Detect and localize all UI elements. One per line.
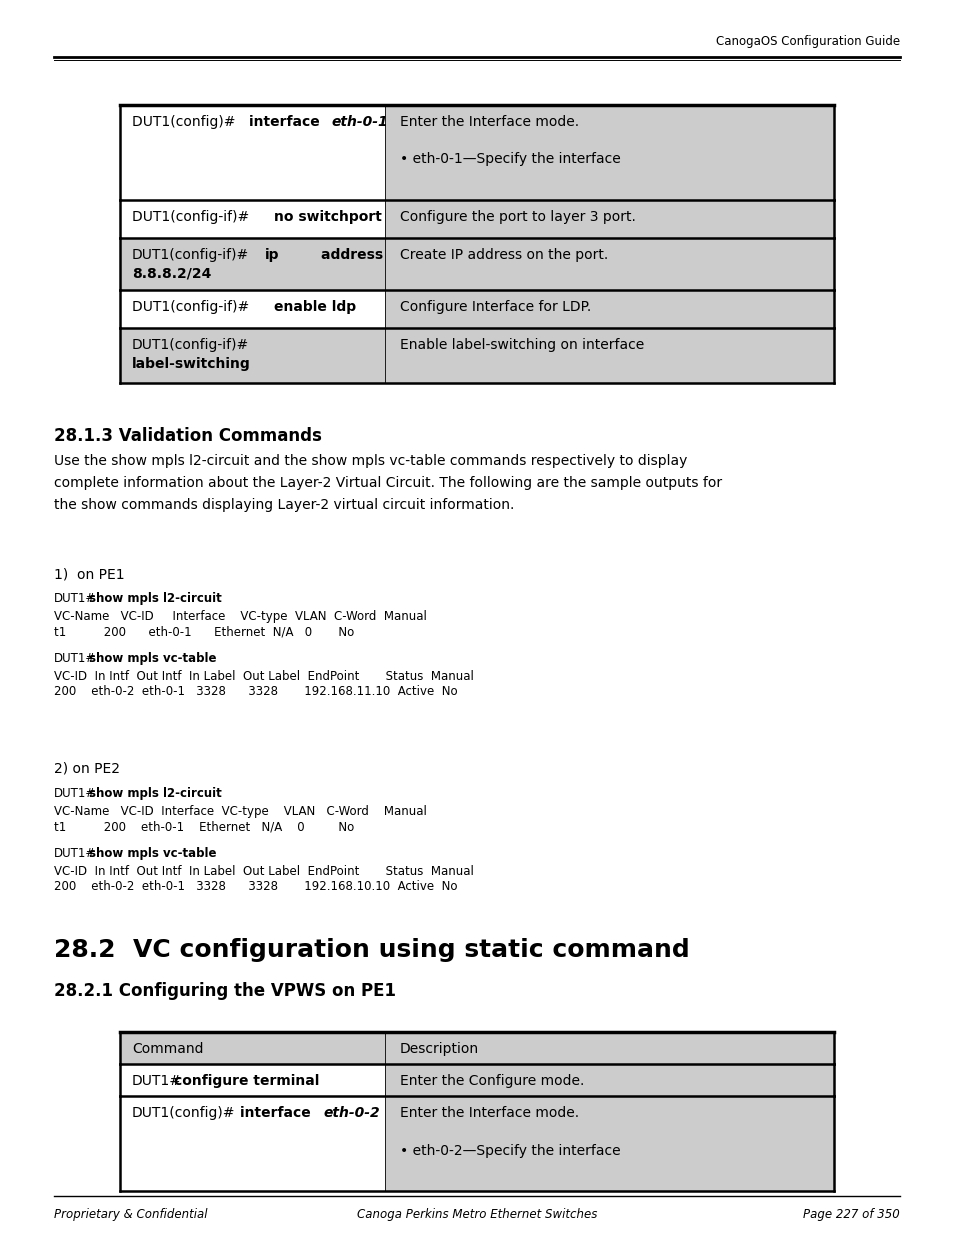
Text: Configure the port to layer 3 port.: Configure the port to layer 3 port. [399,210,636,224]
Text: DUT1#: DUT1# [54,847,96,860]
Text: Command: Command [132,1042,203,1056]
Bar [385,329,833,383]
Text: show mpls l2-circuit: show mpls l2-circuit [90,787,222,800]
Bar [385,200,833,238]
Text: show mpls vc-table: show mpls vc-table [90,847,216,860]
Text: VC-ID  In Intf  Out Intf  In Label  Out Label  EndPoint       Status  Manual: VC-ID In Intf Out Intf In Label Out Labe… [54,864,474,878]
Text: 200    eth-0-2  eth-0-1   3328      3328       192.168.10.10  Active  No: 200 eth-0-2 eth-0-1 3328 3328 192.168.10… [54,881,457,893]
Text: VC-Name   VC-ID     Interface    VC-type  VLAN  C-Word  Manual: VC-Name VC-ID Interface VC-type VLAN C-W… [54,610,426,622]
Text: Use the show mpls l2-circuit and the show mpls vc-table commands respectively to: Use the show mpls l2-circuit and the sho… [54,454,687,468]
Text: DUT1#: DUT1# [132,1074,182,1088]
Bar [385,105,833,200]
Text: complete information about the Layer-2 Virtual Circuit. The following are the sa: complete information about the Layer-2 V… [54,475,721,490]
Text: no switchport: no switchport [274,210,381,224]
Text: • eth-0-2—Specify the interface: • eth-0-2—Specify the interface [399,1144,620,1157]
Text: enable ldp: enable ldp [274,300,355,314]
Bar [385,1065,833,1095]
Bar [385,1095,833,1191]
Text: Canoga Perkins Metro Ethernet Switches: Canoga Perkins Metro Ethernet Switches [356,1208,597,1221]
Bar [120,238,385,290]
Text: show mpls vc-table: show mpls vc-table [90,652,216,664]
Text: DUT1(config)#: DUT1(config)# [132,1107,235,1120]
Text: eth-0-2: eth-0-2 [323,1107,380,1120]
Text: t1          200      eth-0-1      Ethernet  N/A   0       No: t1 200 eth-0-1 Ethernet N/A 0 No [54,625,354,638]
Bar [120,329,385,383]
Text: Enable label-switching on interface: Enable label-switching on interface [399,338,643,352]
Text: Configure Interface for LDP.: Configure Interface for LDP. [399,300,591,314]
Text: show mpls l2-circuit: show mpls l2-circuit [90,592,222,605]
Text: 2) on PE2: 2) on PE2 [54,762,120,776]
Text: • eth-0-1—Specify the interface: • eth-0-1—Specify the interface [399,152,620,167]
Text: DUT1(config-if)#: DUT1(config-if)# [132,300,253,314]
Text: 200    eth-0-2  eth-0-1   3328      3328       192.168.11.10  Active  No: 200 eth-0-2 eth-0-1 3328 3328 192.168.11… [54,685,457,698]
Text: 28.1.3 Validation Commands: 28.1.3 Validation Commands [54,427,321,445]
Text: address: address [282,248,383,262]
Text: Enter the Configure mode.: Enter the Configure mode. [399,1074,584,1088]
Text: Enter the Interface mode.: Enter the Interface mode. [399,115,578,128]
Text: DUT1#: DUT1# [54,592,96,605]
Text: VC-Name   VC-ID  Interface  VC-type    VLAN   C-Word    Manual: VC-Name VC-ID Interface VC-type VLAN C-W… [54,805,426,818]
Text: DUT1(config)#: DUT1(config)# [132,115,239,128]
Bar [385,238,833,290]
Text: t1          200    eth-0-1    Ethernet   N/A    0         No: t1 200 eth-0-1 Ethernet N/A 0 No [54,820,354,834]
Text: DUT1#: DUT1# [54,787,96,800]
Bar [385,290,833,329]
Text: Create IP address on the port.: Create IP address on the port. [399,248,608,262]
Text: Page 227 of 350: Page 227 of 350 [802,1208,899,1221]
Text: DUT1#: DUT1# [54,652,96,664]
Text: 1)  on PE1: 1) on PE1 [54,568,125,582]
Text: DUT1(config-if)#: DUT1(config-if)# [132,210,253,224]
Text: Description: Description [399,1042,478,1056]
Text: the show commands displaying Layer-2 virtual circuit information.: the show commands displaying Layer-2 vir… [54,498,514,513]
Text: interface: interface [249,115,324,128]
Text: configure terminal: configure terminal [173,1074,318,1088]
Text: 28.2  VC configuration using static command: 28.2 VC configuration using static comma… [54,939,689,962]
Bar [120,1032,385,1065]
Text: VC-ID  In Intf  Out Intf  In Label  Out Label  EndPoint       Status  Manual: VC-ID In Intf Out Intf In Label Out Labe… [54,671,474,683]
Text: 28.2.1 Configuring the VPWS on PE1: 28.2.1 Configuring the VPWS on PE1 [54,982,395,1000]
Text: eth-0-1: eth-0-1 [332,115,388,128]
Text: label-switching: label-switching [132,357,251,370]
Text: ip: ip [265,248,279,262]
Text: DUT1(config-if)#: DUT1(config-if)# [132,248,249,262]
Text: 8.8.8.2/24: 8.8.8.2/24 [132,267,212,280]
Text: Enter the Interface mode.: Enter the Interface mode. [399,1107,578,1120]
Bar [385,1032,833,1065]
Text: interface: interface [240,1107,315,1120]
Text: DUT1(config-if)#: DUT1(config-if)# [132,338,249,352]
Text: CanogaOS Configuration Guide: CanogaOS Configuration Guide [715,35,899,48]
Text: Proprietary & Confidential: Proprietary & Confidential [54,1208,208,1221]
